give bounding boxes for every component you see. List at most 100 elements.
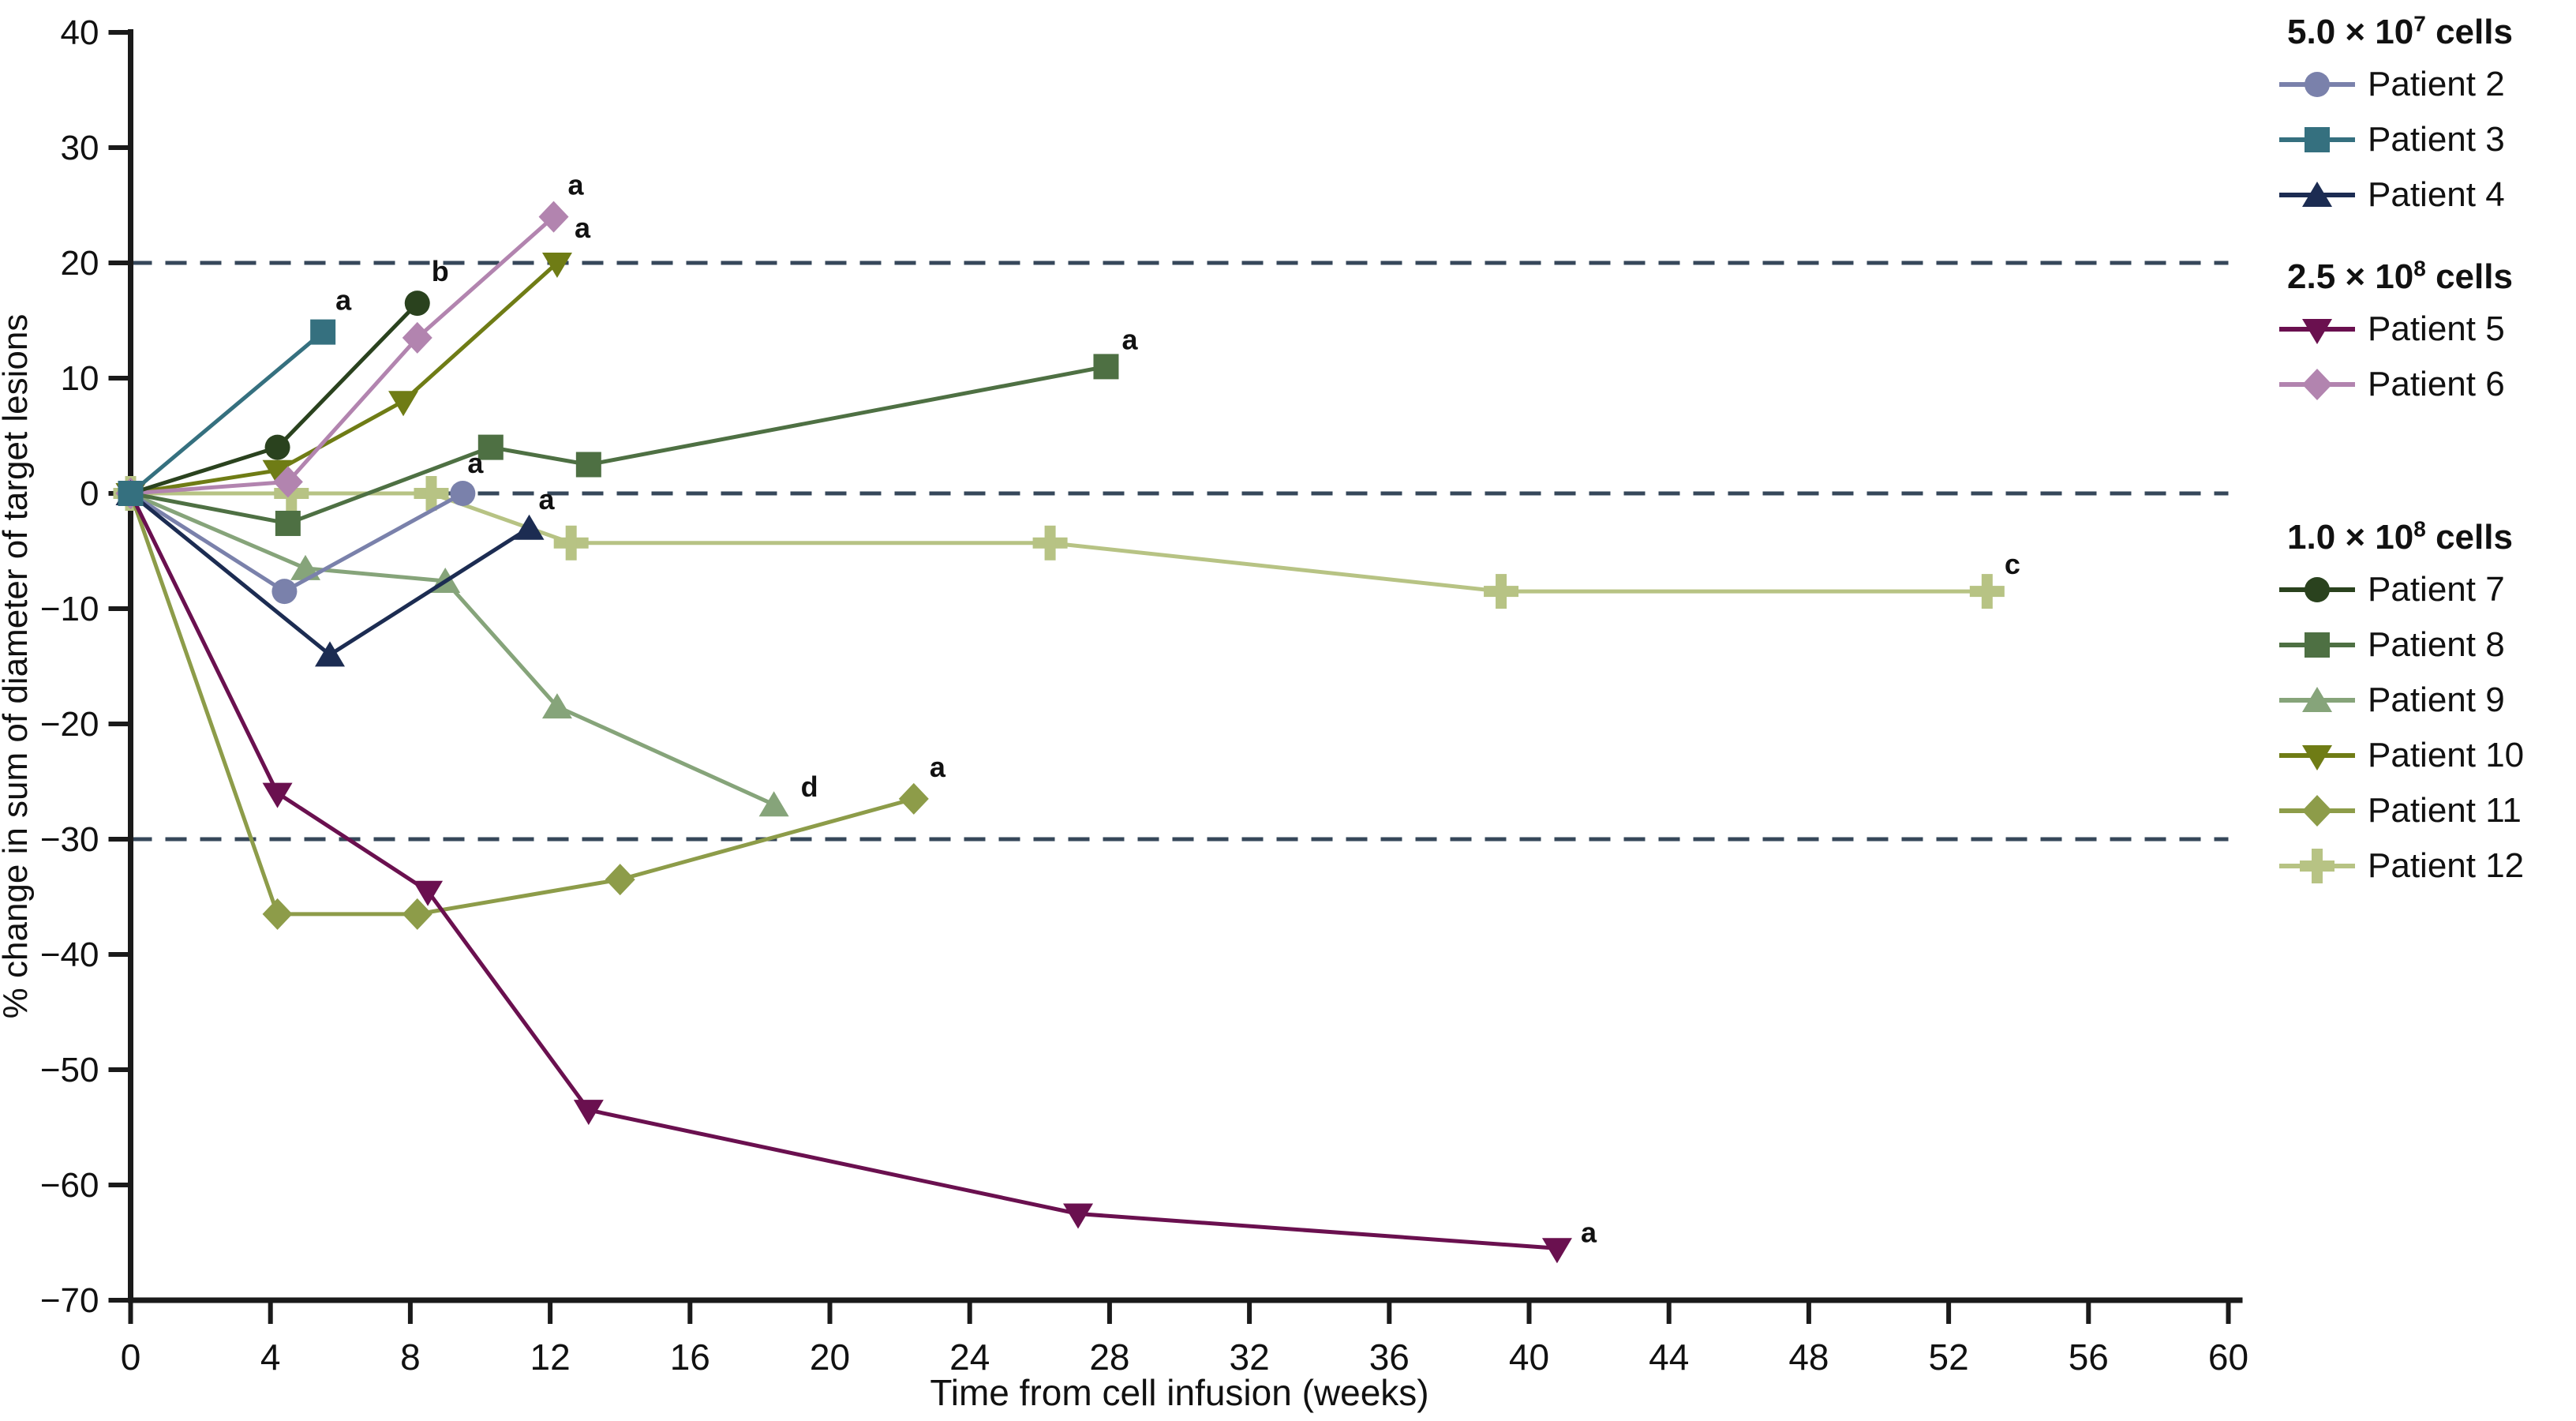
data-point-marker	[758, 791, 789, 817]
patient-5-marker-icon	[2279, 319, 2355, 344]
legend-item-label: Patient 5	[2368, 309, 2505, 348]
data-point-marker	[2302, 745, 2332, 770]
series-patient-9: d	[115, 480, 818, 817]
patient-4-marker-icon	[2279, 182, 2355, 207]
data-point-marker	[898, 782, 929, 815]
data-point-marker	[402, 898, 432, 930]
y-tick-label: 30	[61, 129, 99, 167]
annotation-a: a	[575, 212, 591, 244]
data-point-marker	[1044, 525, 1056, 561]
data-point-marker	[2302, 369, 2332, 400]
data-point-marker	[1496, 574, 1507, 609]
data-point-marker	[310, 319, 336, 345]
data-point-marker	[565, 525, 577, 561]
legend-item-patient-7: Patient 7	[2276, 562, 2524, 617]
annotation-a: a	[1121, 323, 1138, 355]
patient-11-marker-icon	[2279, 795, 2355, 827]
patient-2-marker-icon	[2279, 72, 2355, 97]
series-patient-7: b	[118, 255, 449, 506]
data-point-marker	[541, 253, 572, 278]
patient-7-marker-icon	[2279, 577, 2355, 602]
legend-item-patient-12: Patient 12	[2276, 838, 2524, 894]
x-tick-label: 16	[670, 1337, 710, 1378]
data-point-marker	[275, 510, 301, 536]
series-patient-10: a	[115, 212, 591, 508]
data-point-marker	[425, 476, 437, 511]
series-patient-6: a	[115, 169, 585, 509]
series-line	[129, 493, 915, 917]
data-point-marker	[264, 434, 290, 460]
data-point-marker	[575, 452, 601, 478]
data-point-marker	[271, 579, 298, 605]
data-point-marker	[2302, 795, 2332, 827]
series-line	[130, 215, 556, 496]
annotation-b: b	[432, 255, 449, 287]
data-point-marker	[402, 321, 432, 354]
y-tick-label: 40	[61, 13, 99, 52]
data-point-marker	[2305, 632, 2330, 658]
legend-item-label: Patient 3	[2368, 120, 2505, 159]
y-tick-label: −60	[40, 1166, 99, 1205]
legend-item-patient-2: Patient 2	[2276, 57, 2513, 112]
y-tick-label: −50	[40, 1051, 99, 1089]
annotation-a: a	[539, 483, 556, 516]
annotation-a: a	[930, 751, 946, 783]
data-point-marker	[315, 641, 346, 667]
data-point-marker	[388, 391, 419, 417]
x-tick-label: 28	[1089, 1337, 1129, 1378]
data-point-marker	[450, 481, 476, 506]
legend-item-label: Patient 10	[2368, 736, 2525, 774]
data-point-marker	[1093, 354, 1119, 380]
y-tick-label: −20	[40, 705, 99, 744]
x-tick-label: 20	[810, 1337, 850, 1378]
data-point-marker	[2302, 182, 2332, 207]
data-point-marker	[262, 898, 293, 930]
data-point-marker	[514, 514, 545, 540]
x-tick-label: 44	[1649, 1337, 1689, 1378]
legend-item-patient-6: Patient 6	[2276, 357, 2513, 412]
data-point-marker	[118, 481, 144, 506]
data-point-marker	[477, 434, 504, 460]
data-point-marker	[2302, 687, 2332, 712]
x-tick-label: 48	[1788, 1337, 1829, 1378]
legend-item-label: Patient 8	[2368, 625, 2505, 664]
x-tick-label: 4	[260, 1337, 281, 1378]
patient-6-marker-icon	[2279, 369, 2355, 400]
data-point-marker	[1541, 1238, 1572, 1264]
annotation-a: a	[568, 169, 585, 201]
legend-item-label: Patient 7	[2368, 570, 2505, 609]
series-line	[129, 492, 1558, 1250]
legend-item-label: Patient 4	[2368, 175, 2505, 214]
data-point-marker	[605, 864, 635, 896]
patient-8-marker-icon	[2279, 632, 2355, 658]
annotation-a: a	[467, 447, 484, 479]
y-tick-label: 0	[80, 474, 99, 513]
legend-group-dose-5e7: 5.0 × 107 cells Patient 2 Patient 3 Pati…	[2276, 13, 2513, 223]
legend-item-patient-4: Patient 4	[2276, 167, 2513, 223]
legend-item-patient-3: Patient 3	[2276, 112, 2513, 167]
y-axis-title: % change in sum of diameter of target le…	[0, 314, 35, 1019]
annotation-c: c	[2005, 548, 2020, 580]
data-point-marker	[2305, 577, 2330, 602]
legend-item-patient-10: Patient 10	[2276, 728, 2524, 783]
series-line	[130, 261, 559, 496]
legend-group-title: 5.0 × 107 cells	[2287, 11, 2513, 51]
data-point-marker	[538, 201, 569, 233]
x-tick-label: 52	[1929, 1337, 1969, 1378]
legend-item-patient-11: Patient 11	[2276, 783, 2524, 838]
legend-item-patient-5: Patient 5	[2276, 302, 2513, 357]
data-point-marker	[541, 693, 572, 719]
data-point-marker	[1981, 574, 1993, 609]
x-tick-label: 60	[2208, 1337, 2248, 1378]
legend-item-patient-9: Patient 9	[2276, 673, 2524, 728]
series-patient-12: c	[113, 476, 2020, 609]
data-point-marker	[573, 1100, 604, 1126]
y-tick-label: −70	[40, 1281, 99, 1320]
data-point-marker	[2302, 319, 2332, 344]
y-tick-label: 20	[61, 244, 99, 283]
data-point-marker	[2312, 849, 2323, 883]
legend-group-dose-2-5e8: 2.5 × 108 cells Patient 5 Patient 6	[2276, 257, 2513, 412]
y-tick-label: −40	[40, 935, 99, 974]
